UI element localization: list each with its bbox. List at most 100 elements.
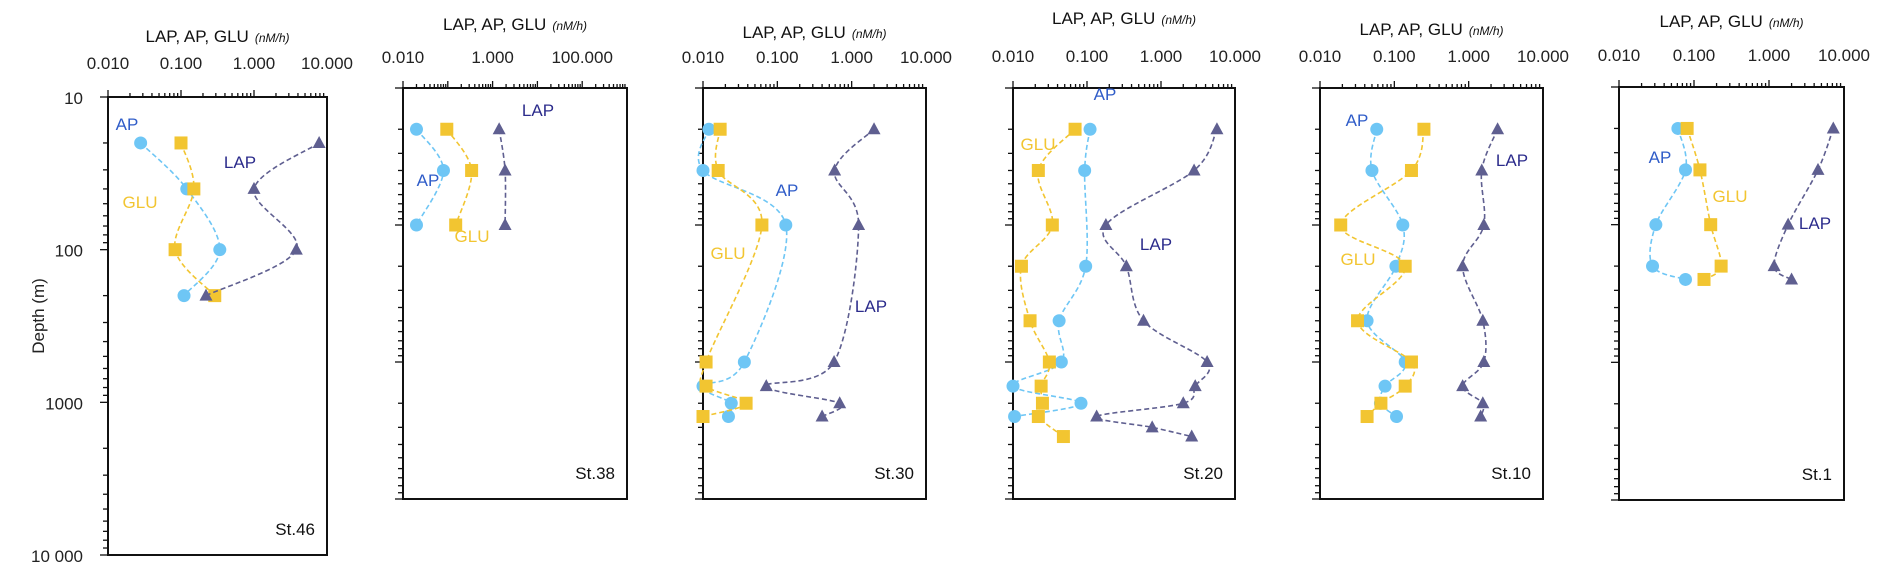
panel-st38: LAP, AP, GLU (nM/h) 0.010 1.000 100.000 AP GLU…: [382, 15, 628, 500]
data-point-ap: [409, 218, 423, 232]
data-point-glu: [174, 136, 188, 150]
plot-frame: [107, 96, 328, 556]
data-point-glu: [1068, 122, 1082, 136]
station-label: St.20: [1183, 464, 1223, 483]
data-point-glu: [1714, 259, 1728, 273]
x-tick-label: 1.000: [233, 54, 276, 73]
data-point-glu: [1704, 218, 1718, 232]
series-label-ap: AP: [116, 115, 139, 134]
data-point-ap: [1370, 122, 1384, 136]
x-axis-title-text: LAP, AP, GLU: [742, 23, 845, 42]
series-label-glu: GLU: [1021, 135, 1056, 154]
data-point-lap: [759, 379, 773, 392]
data-point-ap: [1074, 396, 1088, 410]
station-label: St.1: [1802, 465, 1832, 484]
data-point-ap: [1396, 218, 1410, 232]
x-axis-title-text: LAP, AP, GLU: [145, 27, 248, 46]
data-point-ap: [1390, 410, 1404, 424]
data-point-lap: [1491, 122, 1505, 135]
series-label-ap: AP: [417, 171, 440, 190]
x-tick-label: 0.010: [87, 54, 130, 73]
data-point-lap: [1200, 355, 1214, 367]
data-point-lap: [815, 409, 829, 422]
series-line-ap: [697, 129, 788, 417]
series-label-lap: LAP: [522, 101, 554, 120]
data-point-lap: [498, 163, 512, 176]
data-point-lap: [1781, 217, 1795, 230]
x-tick-label: 10.000: [1517, 47, 1569, 66]
x-tick-label: 1.000: [830, 48, 873, 67]
station-label: St.38: [575, 464, 615, 483]
data-point-glu: [1035, 396, 1049, 410]
data-point-lap: [1475, 163, 1489, 176]
x-axis-title-unit: (nM/h): [255, 31, 290, 45]
data-point-glu: [168, 243, 182, 257]
x-axis-title: LAP, AP, GLU (nM/h): [145, 27, 289, 46]
data-point-lap: [247, 181, 261, 194]
data-point-lap: [833, 396, 847, 409]
data-point-ap: [1006, 379, 1020, 393]
x-axis-title-unit: (nM/h): [552, 19, 587, 33]
data-point-glu: [465, 163, 479, 177]
series-line-glu: [1339, 129, 1425, 418]
x-axis-title-unit: (nM/h): [1769, 16, 1804, 30]
data-point-glu: [1045, 218, 1059, 232]
data-point-lap: [492, 122, 506, 135]
data-point-glu: [1693, 163, 1707, 177]
series-label-ap: AP: [1649, 148, 1672, 167]
data-point-glu: [1417, 122, 1431, 136]
data-point-lap: [827, 355, 841, 367]
data-point-lap: [1090, 409, 1104, 422]
data-point-glu: [755, 218, 769, 232]
plot-frame: [1618, 86, 1845, 501]
data-point-glu: [1680, 121, 1694, 135]
data-point-lap: [199, 288, 213, 301]
data-point-ap: [1083, 122, 1097, 136]
data-point-lap: [312, 135, 326, 148]
y-tick-label: 100: [55, 242, 83, 261]
data-point-lap: [1477, 218, 1491, 230]
x-tick-label: 0.010: [992, 47, 1035, 66]
y-tick-label: 10: [64, 89, 83, 108]
data-point-ap: [1008, 410, 1022, 424]
data-point-glu: [187, 182, 201, 196]
plot-frame: [1319, 87, 1544, 500]
data-point-lap: [1477, 355, 1491, 367]
data-point-ap: [737, 355, 751, 369]
series-line-lap: [765, 128, 875, 418]
plot-frame: [702, 87, 927, 500]
data-point-glu: [713, 122, 727, 136]
x-tick-label: 0.100: [1673, 46, 1716, 65]
x-axis-title: LAP, AP, GLU (nM/h): [742, 23, 886, 42]
x-axis-title-unit: (nM/h): [852, 27, 887, 41]
x-axis-title-text: LAP, AP, GLU: [1659, 12, 1762, 31]
data-point-glu: [1034, 379, 1048, 393]
series-label-lap: LAP: [1799, 214, 1831, 233]
data-point-ap: [1678, 272, 1692, 286]
data-point-lap: [1456, 379, 1470, 392]
panel-st20: LAP, AP, GLU (nM/h) 0.010 0.100 1.000 10.000 A…: [992, 9, 1261, 500]
station-label: St.30: [874, 464, 914, 483]
x-axis-title-text: LAP, AP, GLU: [1052, 9, 1155, 28]
data-point-ap: [1052, 314, 1066, 328]
data-point-lap: [1474, 409, 1488, 422]
x-axis-title-text: LAP, AP, GLU: [1359, 20, 1462, 39]
data-point-lap: [1187, 163, 1201, 176]
plot-frame: [402, 87, 628, 500]
data-point-lap: [1099, 218, 1113, 230]
data-point-ap: [721, 410, 735, 424]
series-line-lap: [1773, 128, 1835, 281]
data-point-glu: [699, 355, 713, 369]
data-point-glu: [1031, 410, 1045, 424]
data-point-glu: [1404, 355, 1418, 369]
data-point-glu: [696, 410, 710, 424]
data-point-lap: [1767, 259, 1781, 272]
x-tick-label: 0.010: [1299, 47, 1342, 66]
x-tick-label: 0.010: [1598, 46, 1641, 65]
data-point-glu: [1404, 163, 1418, 177]
x-tick-label: 0.100: [1373, 47, 1416, 66]
x-axis-title-unit: (nM/h): [1161, 13, 1196, 27]
data-point-lap: [1476, 313, 1490, 326]
data-point-ap: [1054, 355, 1068, 369]
data-point-glu: [1031, 163, 1045, 177]
